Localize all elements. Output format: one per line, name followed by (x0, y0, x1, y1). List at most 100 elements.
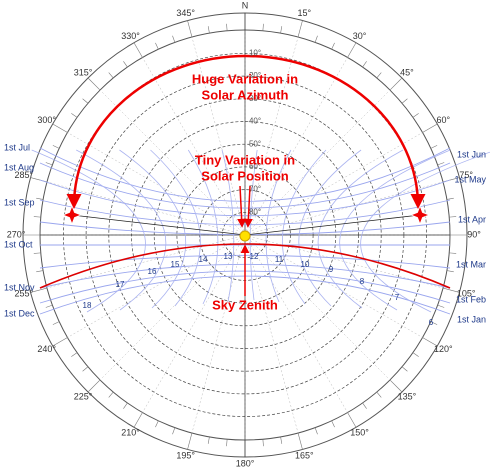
ring-tick (262, 23, 264, 31)
azimuth-label: 60° (437, 115, 451, 125)
azimuth-label: 195° (176, 451, 195, 461)
current-day-path (39, 243, 451, 289)
month-label: 1st Sep (4, 197, 35, 207)
hour-line (150, 149, 201, 307)
hour-label: 16 (148, 267, 157, 276)
azimuth-label: 165° (295, 451, 314, 461)
ring-tick (52, 337, 68, 347)
ring-tick (376, 72, 382, 79)
azimuth-label: 345° (176, 8, 195, 18)
azimuth-label: 270° (7, 229, 26, 239)
hour-label: 17 (116, 280, 125, 289)
ring-tick (133, 412, 143, 428)
hour-line (76, 149, 167, 311)
hour-label: 12 (250, 252, 259, 261)
ring-tick (314, 427, 318, 435)
month-label: 1st Feb (456, 294, 486, 304)
ring-tick (52, 321, 60, 325)
ring-tick (430, 321, 438, 325)
annotation: Sky Zenith (212, 297, 278, 312)
hour-line (282, 149, 327, 305)
ring-tick (45, 304, 53, 308)
ring-tick (207, 26, 210, 34)
ring-tick (422, 123, 438, 133)
ring-tick (331, 420, 335, 428)
ring-tick (52, 123, 68, 133)
annotation: Solar Azimuth (202, 87, 289, 102)
altitude-label: 10° (249, 49, 261, 58)
altitude-label: 50° (249, 139, 261, 148)
altitude-label: 80° (249, 207, 261, 216)
ring-tick (412, 352, 419, 357)
azimuth-label: 255° (14, 289, 33, 299)
hour-label: 6 (429, 318, 434, 327)
ring-tick (123, 61, 128, 68)
azimuth-label: 105° (457, 289, 476, 299)
ring-tick (446, 197, 454, 200)
azimuth-arc (66, 54, 426, 209)
ring-tick (376, 391, 382, 398)
azimuth-label: 180° (236, 458, 255, 468)
ring-tick (187, 432, 193, 450)
hour-line (221, 149, 235, 303)
ring-tick (155, 420, 159, 428)
hour-label: 13 (224, 252, 233, 261)
ring-tick (30, 287, 48, 293)
ring-tick (262, 439, 264, 447)
hour-label: 8 (360, 277, 365, 286)
ring-tick (389, 77, 403, 91)
hour-label: 18 (83, 301, 92, 310)
azimuth-label: 15° (297, 8, 311, 18)
ring-tick (82, 366, 89, 372)
altitude-label: 20° (249, 71, 261, 80)
ring-tick (226, 439, 228, 447)
annotation: Solar Position (201, 168, 288, 183)
hour-label: 11 (275, 255, 284, 264)
ring-tick (123, 402, 128, 409)
ring-tick (226, 23, 228, 31)
ring-tick (331, 42, 335, 50)
ring-tick (297, 432, 303, 450)
labels: N 15° 30° 45° 60° 75° 90° 105° 120° 135° 150° 165° 1… (4, 0, 486, 468)
hour-line (265, 149, 292, 303)
azimuth-label: 330° (121, 31, 140, 41)
month-label: 1st Jul (4, 142, 30, 152)
month-label: 1st Mar (456, 259, 486, 269)
ring-tick (401, 366, 408, 372)
ring-tick (45, 162, 53, 166)
ring-tick (437, 162, 445, 166)
position-arrow (243, 185, 253, 228)
ring-tick (155, 42, 159, 50)
ring-tick (430, 145, 438, 149)
azimuth-label: 90° (467, 229, 481, 239)
ring-tick (108, 72, 114, 79)
ring-tick (87, 379, 101, 393)
ring-tick (108, 391, 114, 398)
altitude-label: 30° (249, 94, 261, 103)
ring-tick (71, 113, 78, 118)
hour-line (187, 149, 219, 305)
azimuth-label: 240° (37, 344, 56, 354)
ring-tick (297, 20, 303, 38)
month-label: 1st Nov (4, 282, 35, 292)
ring-tick (280, 436, 283, 444)
azimuth-label: 150° (350, 428, 369, 438)
ring-tick (442, 287, 460, 293)
ring-tick (36, 270, 44, 273)
azimuth-label: 285° (14, 170, 33, 180)
azimuth-label: 135° (398, 391, 417, 401)
azimuth-label: 120° (434, 344, 453, 354)
azimuth-label: 225° (74, 391, 93, 401)
position-arrow (237, 185, 247, 228)
ring-tick (437, 304, 445, 308)
hour-label: 7 (395, 293, 400, 302)
sun-paths (31, 54, 490, 315)
ring-tick (187, 20, 193, 38)
azimuth-label: 75° (459, 170, 473, 180)
ring-tick (449, 216, 457, 218)
ring-tick (422, 337, 438, 347)
ring-tick (52, 145, 60, 149)
ring-tick (33, 252, 41, 254)
ring-tick (33, 216, 41, 218)
